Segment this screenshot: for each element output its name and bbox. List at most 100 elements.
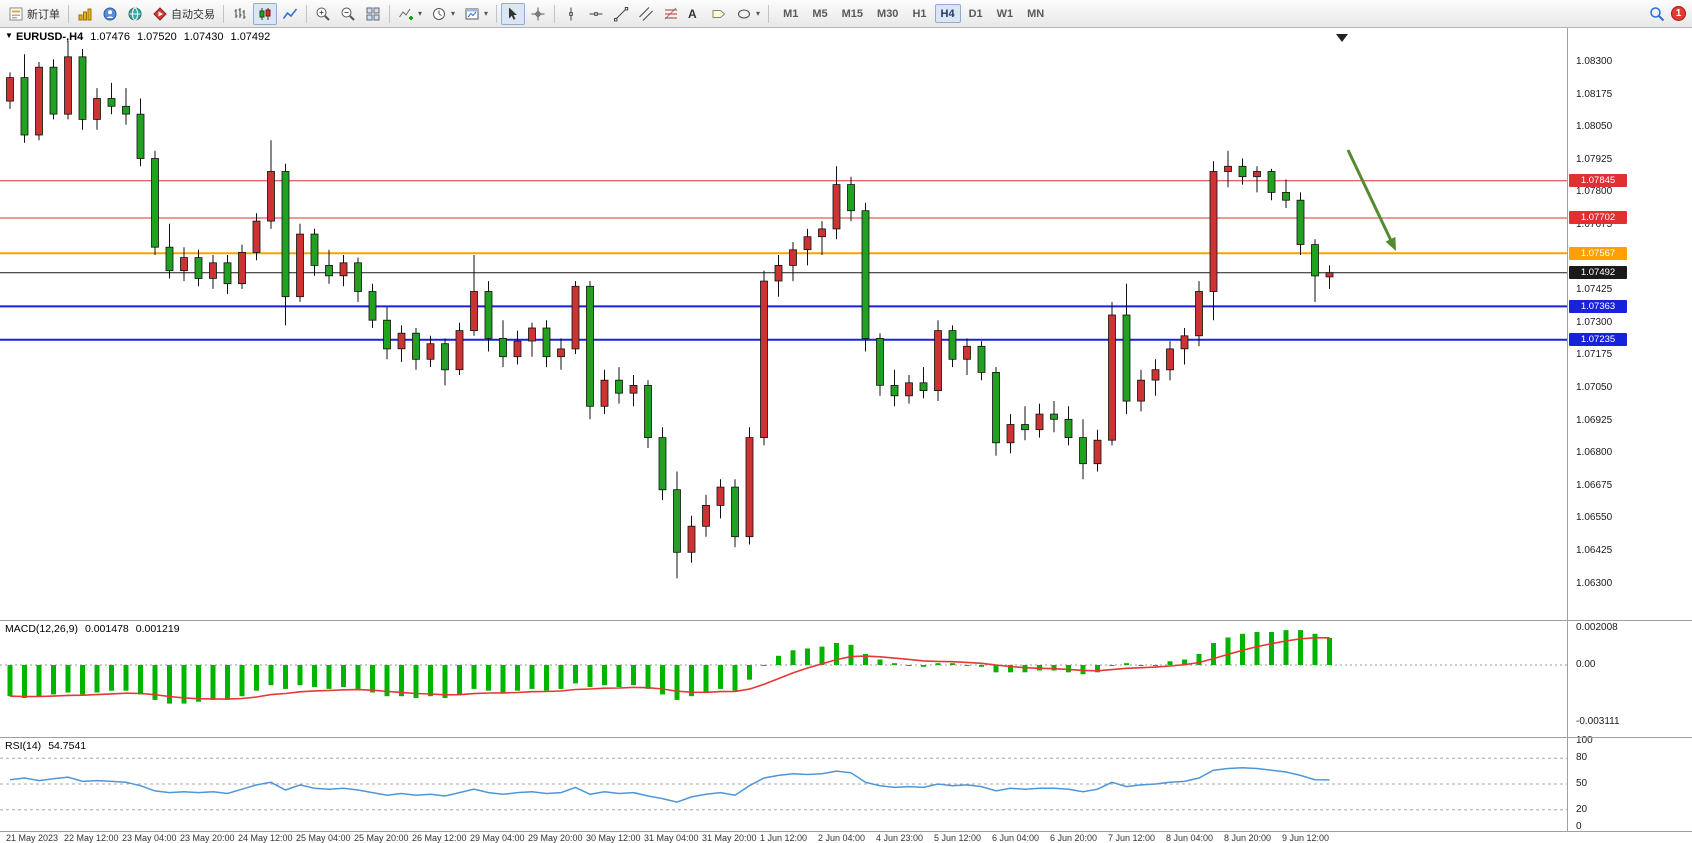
search-icon[interactable] [1649, 6, 1665, 22]
price-tick: 1.06425 [1576, 545, 1613, 556]
macd-histogram [7, 630, 1332, 704]
macd-panel[interactable]: MACD(12,26,9) 0.001478 0.001219 [0, 620, 1567, 737]
trend-arrow-head[interactable] [1385, 236, 1397, 251]
auto-trading-icon [153, 6, 167, 21]
indicators-button[interactable] [394, 3, 426, 25]
shapes-icon [738, 9, 751, 18]
timeframe-button-m5[interactable]: M5 [812, 7, 828, 20]
toolbar-separator [223, 4, 224, 23]
candle [180, 257, 188, 272]
price-tag: 1.07235 [1569, 333, 1627, 347]
price-tick: 1.06925 [1576, 414, 1613, 426]
fibonacci-icon [664, 7, 678, 19]
shapes-button[interactable] [732, 3, 764, 25]
candle [1267, 171, 1276, 193]
ohlc-high: 1.07520 [136, 31, 177, 43]
time-label: 25 May 04:00 [296, 833, 351, 843]
time-label: 1 Jun 12:00 [760, 833, 808, 843]
zoom-out-button[interactable] [336, 3, 360, 25]
candles-chart-button[interactable] [253, 2, 277, 25]
time-label: 5 Jun 12:00 [934, 833, 982, 843]
candle [1064, 418, 1073, 438]
macd-name: MACD(12,26,9) [5, 623, 78, 635]
candle [1238, 165, 1247, 178]
candle [905, 382, 913, 397]
candle [687, 525, 696, 553]
channel-button[interactable] [634, 3, 658, 25]
candles-series [6, 41, 1334, 579]
text-button[interactable]: A [684, 3, 706, 25]
line-chart-button[interactable] [278, 3, 302, 25]
market-watch-button[interactable] [73, 3, 97, 25]
rsi-chart[interactable] [0, 737, 1567, 831]
time-axis[interactable]: 21 May 2023 22 May 12:00 23 May 04:00 23 Ma… [0, 831, 1692, 843]
new-order-button[interactable]: 新订单 [4, 3, 64, 25]
candle [151, 158, 159, 248]
timeframe-button-m1[interactable]: M1 [783, 7, 799, 20]
trend-arrow[interactable] [1346, 149, 1395, 247]
timeframe-button-h4[interactable]: H4 [934, 4, 961, 23]
timeframe-button-m30[interactable]: M30 [877, 7, 899, 20]
candle [281, 171, 290, 298]
timeframe-button-mn[interactable]: MN [1027, 7, 1045, 20]
time-label: 8 Jun 20:00 [1224, 833, 1272, 843]
candle [658, 437, 667, 491]
vertical-line-button[interactable] [559, 3, 583, 25]
ohlc-open: 1.07476 [90, 31, 130, 43]
rsi-panel[interactable]: RSI(14) 54.7541 [0, 737, 1567, 831]
timeframe-button-m15[interactable]: M15 [841, 7, 864, 20]
candle [1006, 424, 1015, 444]
tile-windows-button[interactable] [361, 3, 385, 25]
time-label: 6 Jun 04:00 [992, 833, 1040, 843]
price-tick: 1.07175 [1576, 349, 1613, 361]
price-tick: 1.07800 [1576, 186, 1613, 198]
crosshair-button[interactable] [526, 3, 550, 25]
candle [1137, 379, 1145, 402]
horizontal-lines[interactable] [0, 180, 1567, 341]
navigator-button[interactable] [98, 3, 122, 25]
text-tool-icon: A [688, 6, 697, 21]
chart-collapse-icon[interactable]: ▼ [5, 31, 13, 40]
terminal-button[interactable] [123, 3, 147, 25]
new-order-label: 新订单 [27, 8, 60, 21]
timeframe-button-h1[interactable]: H1 [912, 7, 927, 20]
line-chart-icon [282, 8, 298, 19]
notification-badge[interactable]: 1 [1671, 6, 1686, 21]
candle [1021, 424, 1029, 431]
candle [165, 246, 174, 272]
candlestick-chart[interactable] [0, 28, 1567, 620]
macd-label: MACD(12,26,9) 0.001478 0.001219 [5, 623, 180, 635]
price-axis[interactable]: 1.08300 1.08175 1.08050 1.07925 1.07800 1.076… [1567, 28, 1692, 832]
candle [1325, 272, 1334, 278]
price-tag: 1.07845 [1569, 174, 1627, 188]
chart-workspace: ▼ EURUSD-,H4 1.07476 1.07520 1.07430 1.07492… [0, 28, 1692, 843]
time-label: 29 May 20:00 [528, 833, 583, 843]
toolbar-separator [68, 4, 69, 23]
zoom-out-icon [341, 7, 355, 21]
macd-chart[interactable] [0, 620, 1567, 737]
zoom-in-button[interactable] [311, 3, 335, 25]
chart-end-marker[interactable] [1336, 34, 1348, 42]
cursor-icon [509, 7, 518, 20]
time-label: 30 May 12:00 [586, 833, 641, 843]
main-chart-panel[interactable]: ▼ EURUSD-,H4 1.07476 1.07520 1.07430 1.07492 [0, 28, 1567, 620]
timeframe-button-d1[interactable]: D1 [968, 7, 983, 20]
templates-icon [465, 8, 479, 19]
periods-button[interactable] [427, 3, 459, 25]
fibonacci-button[interactable] [659, 3, 683, 25]
cursor-button[interactable] [501, 2, 526, 25]
candle [731, 486, 739, 538]
trendline-button[interactable] [609, 3, 633, 25]
horizontal-line-button[interactable] [584, 3, 608, 25]
candle [6, 77, 14, 102]
macd-signal-value: 0.001219 [135, 623, 180, 635]
label-button[interactable] [707, 3, 731, 25]
auto-trading-button[interactable]: 自动交易 [148, 3, 219, 25]
panel-separator[interactable] [0, 620, 1692, 621]
crosshair-icon [531, 7, 545, 20]
timeframe-button-w1[interactable]: W1 [996, 7, 1014, 20]
candle [847, 184, 855, 212]
panel-separator[interactable] [0, 737, 1692, 738]
bars-chart-button[interactable] [228, 3, 252, 25]
templates-button[interactable] [460, 3, 492, 25]
